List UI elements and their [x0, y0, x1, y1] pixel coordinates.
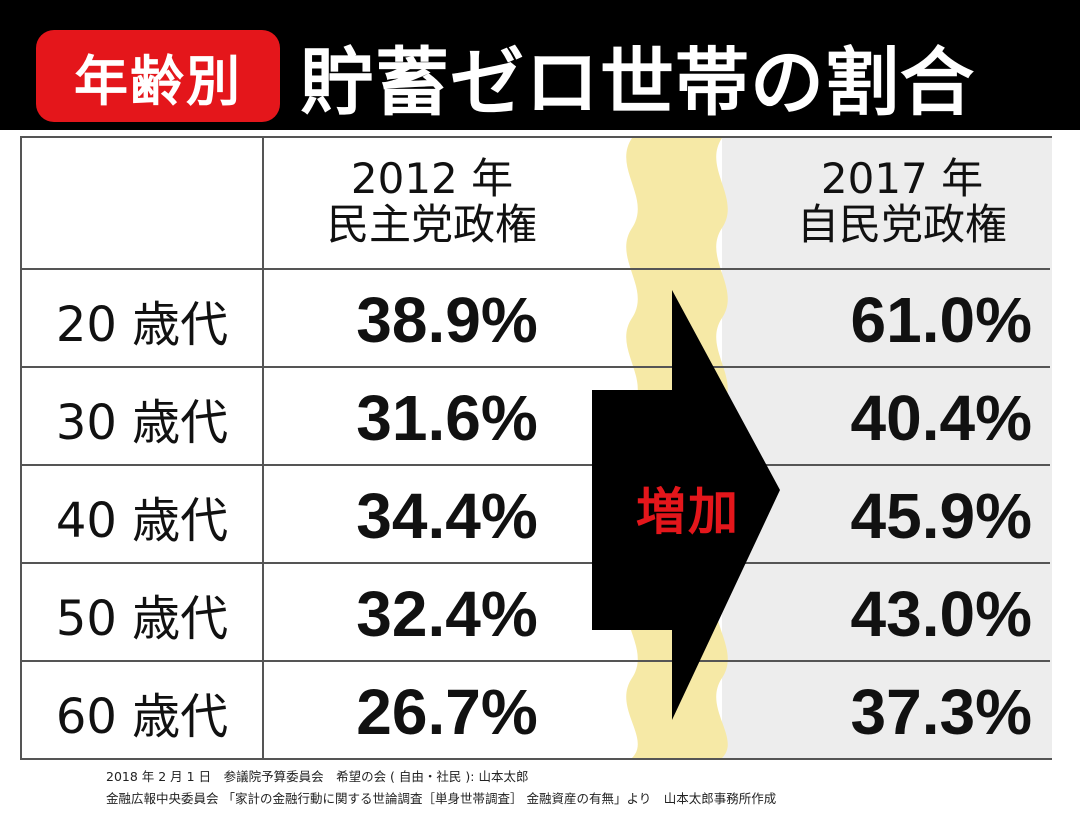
value-2012: 38.9% [356, 284, 538, 356]
column-header-year: 2012 年 [350, 154, 514, 203]
column-header-government: 自民党政権 [796, 200, 1007, 249]
age-label: 50 歳代 [55, 591, 229, 647]
age-label: 40 歳代 [55, 493, 229, 549]
row-divider-2 [22, 464, 1050, 466]
age-group-badge: 年齢別 [36, 30, 280, 122]
row-divider-1 [22, 366, 1050, 368]
value-2012: 31.6% [356, 382, 538, 454]
row-divider-3 [22, 562, 1050, 564]
column-header-year: 2017 年 [820, 154, 984, 203]
value-2017: 37.3% [850, 676, 1032, 748]
footer-line-1: 2018 年 2 月 1 日 参議院予算委員会 希望の会 ( 自由・社民 ): … [106, 769, 529, 784]
increase-arrow-shape [592, 290, 780, 720]
age-label: 20 歳代 [55, 297, 229, 353]
value-2012: 32.4% [356, 578, 538, 650]
value-2017: 43.0% [850, 578, 1032, 650]
column-divider-1 [262, 138, 264, 758]
column-header-government: 民主党政権 [326, 200, 537, 249]
footer-line-2: 金融広報中央委員会 「家計の金融行動に関する世論調査［単身世帯調査］ 金融資産の… [106, 791, 777, 806]
value-2017: 45.9% [850, 480, 1032, 552]
row-divider-header [22, 268, 1050, 270]
value-2017: 61.0% [850, 284, 1032, 356]
data-table: 2012 年 民主党政権 2017 年 自民党政権 20 歳代 30 歳代 40… [20, 136, 1052, 760]
increase-label: 増加 [636, 483, 740, 541]
value-2012: 26.7% [356, 676, 538, 748]
page-title: 貯蓄ゼロ世帯の割合 [300, 39, 975, 126]
right-column-background [722, 138, 1052, 758]
column-header-2012: 2012 年 民主党政権 [272, 156, 592, 248]
value-2012: 34.4% [356, 480, 538, 552]
column-header-2017: 2017 年 自民党政権 [752, 156, 1052, 248]
row-divider-4 [22, 660, 1050, 662]
header-bar: 年齢別 貯蓄ゼロ世帯の割合 [0, 0, 1080, 130]
age-label: 60 歳代 [55, 689, 229, 745]
age-label: 30 歳代 [55, 395, 229, 451]
increase-arrow-icon [592, 290, 780, 720]
value-2017: 40.4% [850, 382, 1032, 454]
